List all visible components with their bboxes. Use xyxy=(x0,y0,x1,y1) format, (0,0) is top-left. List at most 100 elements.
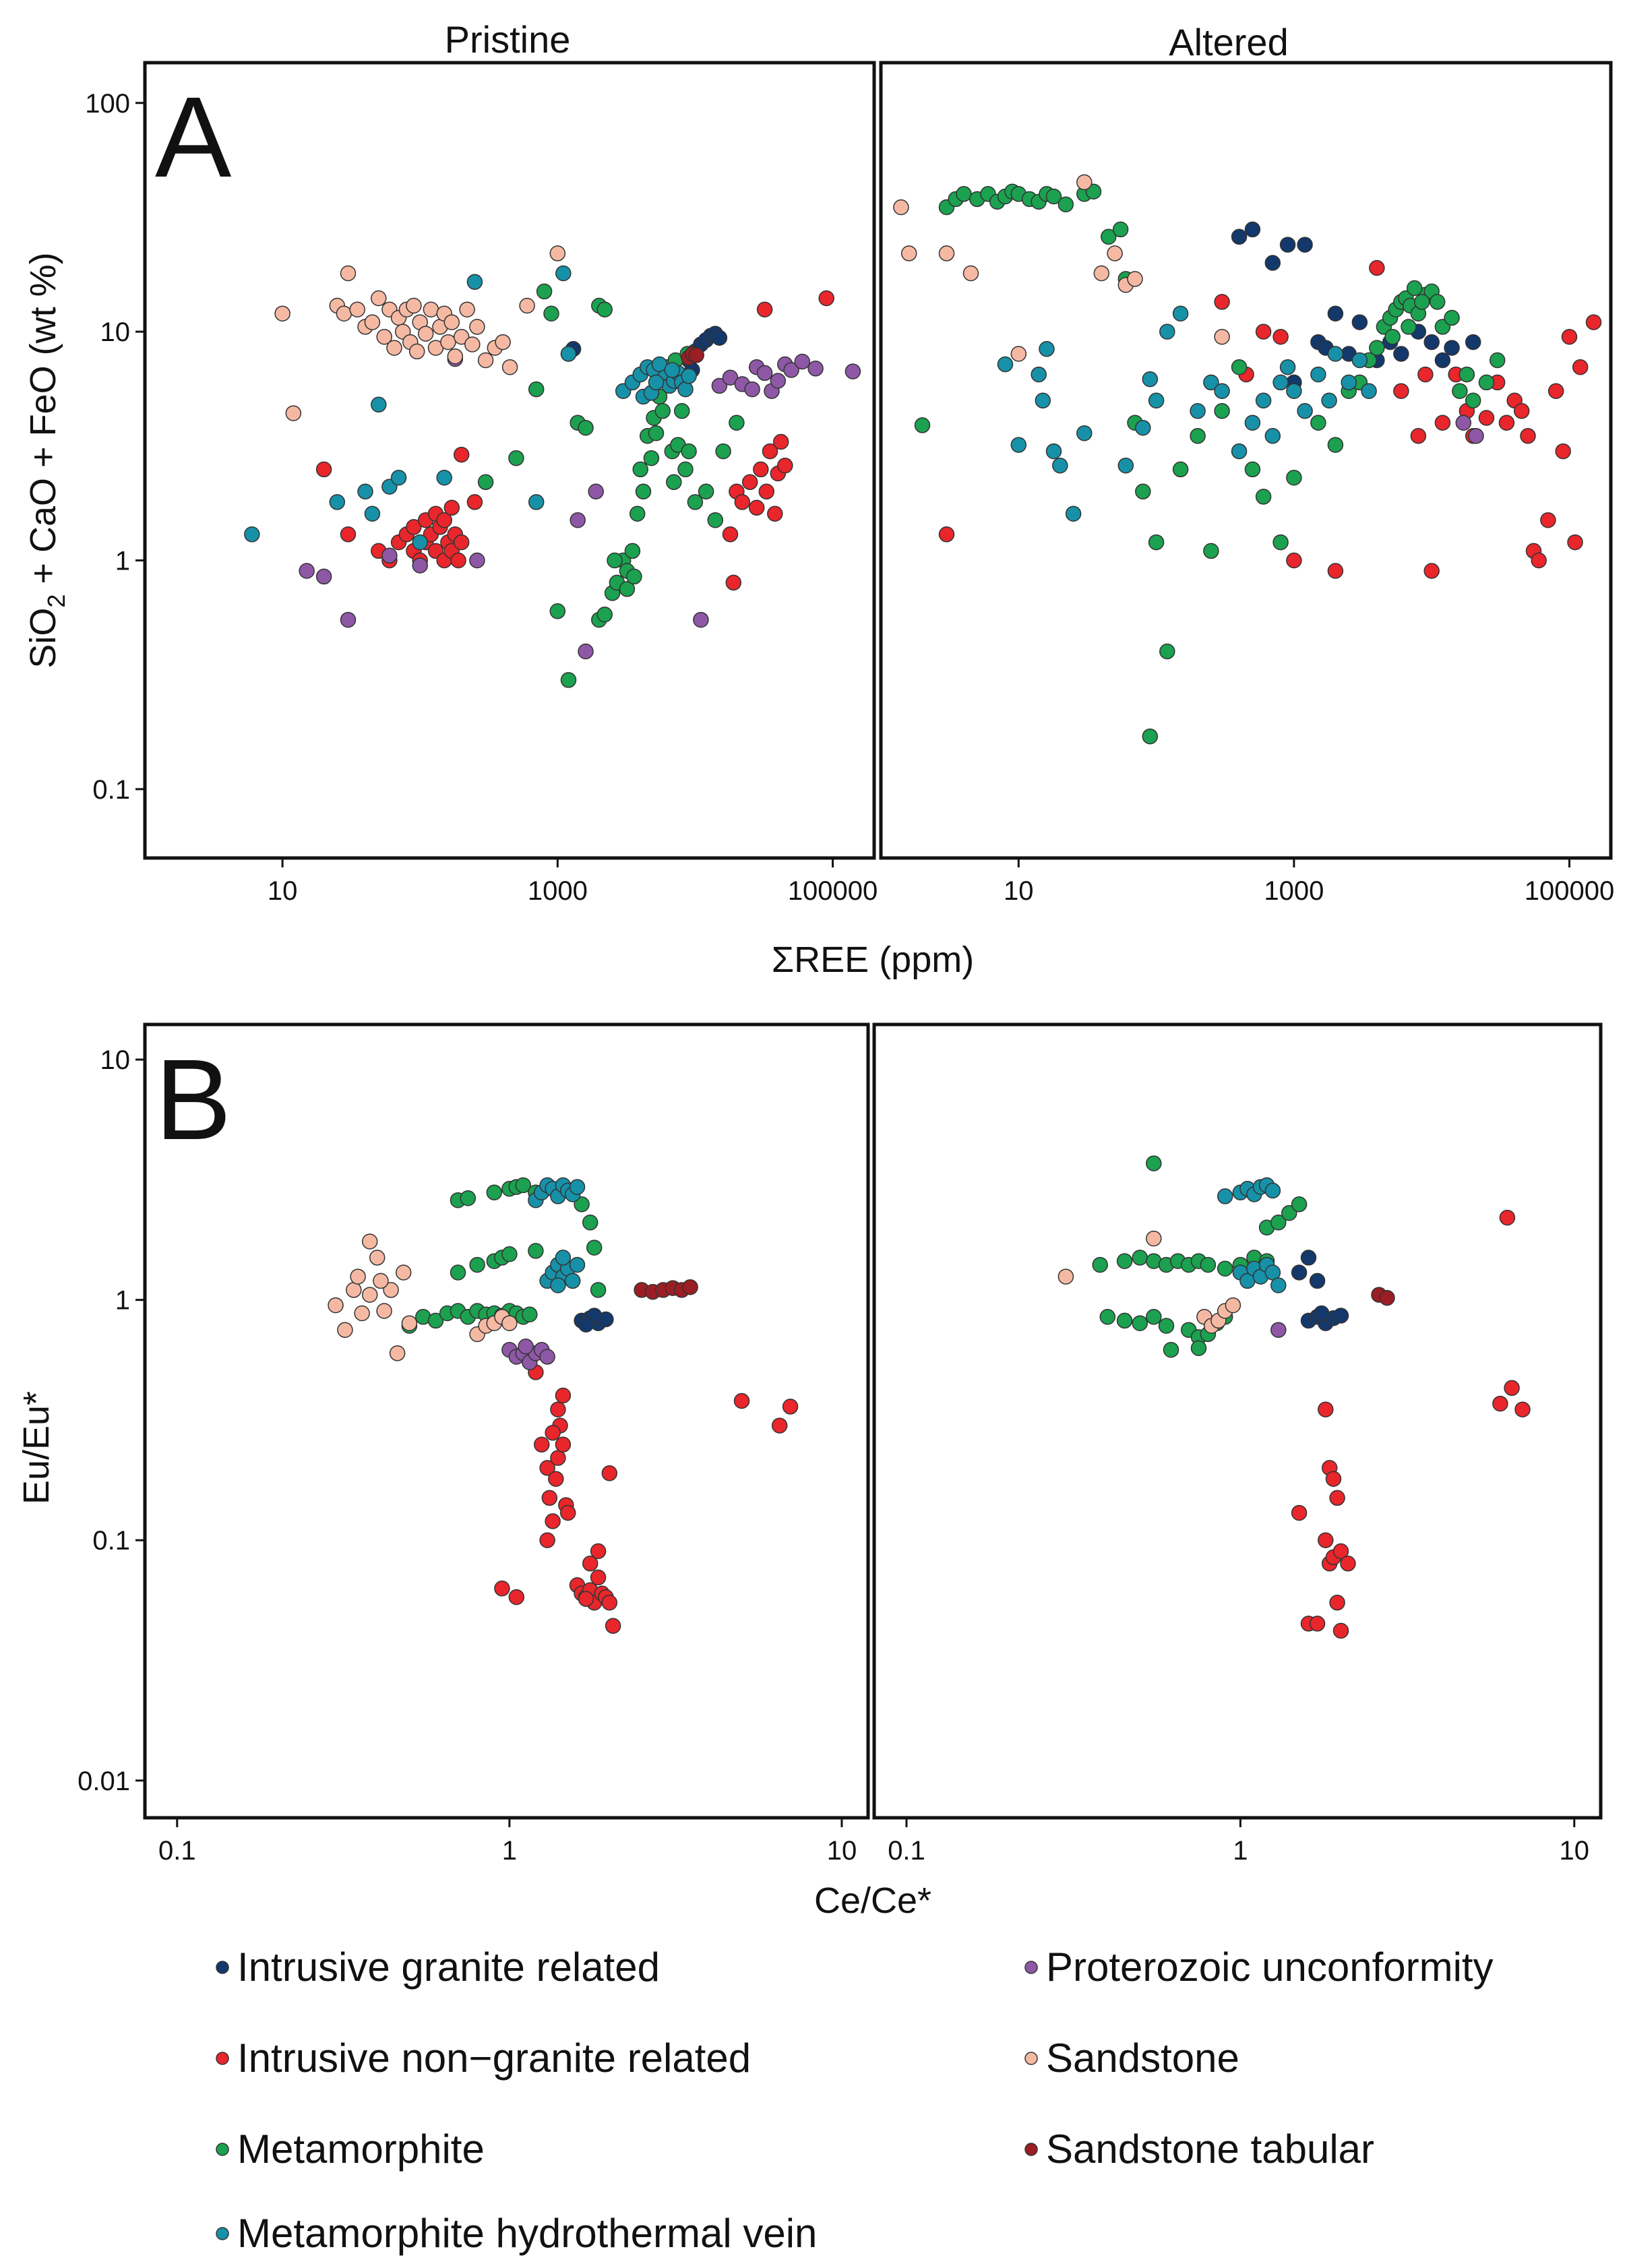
panel-a-s1-metamorphite-point-54 xyxy=(1478,374,1495,391)
panel-a-s0-sandstone-point-8 xyxy=(371,290,387,307)
legend-label-metamorphite: Metamorphite xyxy=(237,2126,485,2172)
panel-a-s0-sandstone-point-25 xyxy=(443,314,460,330)
panel-a-s0-intrusive-granite-related-point-8 xyxy=(711,330,728,346)
panel-b-s0-intrusive-non-granite-related-point-31 xyxy=(771,1417,788,1434)
panel-a-s0-sandstone-point-35 xyxy=(519,297,535,314)
panel-b-s1-metamorphite-hydrothermal-vein-point-6 xyxy=(1264,1182,1281,1199)
panel-a-s1-metamorphite-point-28 xyxy=(1214,403,1230,419)
panel-a-s0-intrusive-non-granite-related-point-31 xyxy=(753,461,769,478)
panel-b-s0-intrusive-non-granite-related-point-33 xyxy=(578,1591,594,1607)
panel-a-s0-metamorphite-hydrothermal-vein-point-8 xyxy=(436,469,452,486)
panel-a-s1-intrusive-non-granite-related-point-28 xyxy=(1567,534,1583,551)
panel-b-right-frame xyxy=(872,1022,1603,1820)
panel-b-s0-metamorphite-point-24 xyxy=(515,1177,532,1194)
panel-b-s0-metamorphite-hydrothermal-vein-point-14 xyxy=(564,1273,581,1289)
panel-b-s0-intrusive-non-granite-related-point-15 xyxy=(555,1436,572,1453)
panel-a-s0-proterozoic-unconformity-point-7 xyxy=(570,512,586,528)
panel-a-s1-sandstone-point-5 xyxy=(1076,174,1093,191)
panel-a-s0-sandstone-point-31 xyxy=(477,352,494,369)
panel-a-s0-metamorphite-point-43 xyxy=(607,552,623,569)
panel-a-s0-proterozoic-unconformity-point-15 xyxy=(756,365,773,381)
panel-a-s0-metamorphite-point-36 xyxy=(687,494,704,510)
panel-a-s1-metamorphite-hydrothermal-vein-point-2 xyxy=(1031,366,1047,383)
panel-b-left-plot xyxy=(328,1177,799,1634)
panel-a-s0-intrusive-non-granite-related-point-16 xyxy=(450,552,466,569)
panel-a-s0-intrusive-non-granite-related-point-24 xyxy=(466,494,483,510)
panel-b-y-axis-label: Eu/Eu* xyxy=(16,1391,57,1504)
panel-a-s0-metamorphite-point-20 xyxy=(635,483,652,500)
panel-a-y-axis-label: SiO2 + CaO + FeO (wt %) xyxy=(23,252,70,668)
panel-a-s0-metamorphite-point-1 xyxy=(508,450,524,466)
panel-a-s0-intrusive-non-granite-related-point-29 xyxy=(741,474,758,491)
panel-b-s0-intrusive-non-granite-related-point-0 xyxy=(494,1581,510,1597)
panel-b-y-tick-label-1: 0.1 xyxy=(92,1526,130,1556)
panel-a-s0-sandstone-point-11 xyxy=(386,340,402,356)
panel-a-s0-sandstone-point-3 xyxy=(336,305,352,321)
panel-b-s0-sandstone-point-11 xyxy=(401,1315,418,1331)
panel-b-y-tick-label-2: 1 xyxy=(115,1286,130,1316)
panel-b-s0-sandstone-point-1 xyxy=(337,1322,353,1338)
panel-a-s1-metamorphite-hydrothermal-vein-point-1 xyxy=(1010,437,1027,453)
panel-a-s1-metamorphite-hydrothermal-vein-point-9 xyxy=(1117,457,1134,474)
subplot-title-pristine: Pristine xyxy=(445,18,571,61)
panel-b-s1-intrusive-non-granite-related-point-17 xyxy=(1499,1209,1516,1226)
panel-a-s0-sandstone-point-4 xyxy=(340,265,357,282)
panel-a-s1-intrusive-granite-related-point-13 xyxy=(1393,346,1409,362)
panel-b-s0-intrusive-non-granite-related-point-26 xyxy=(582,1556,598,1572)
panel-a-s0-metamorphite-hydrothermal-vein-point-9 xyxy=(466,274,483,290)
panel-b-s1-metamorphite-point-0 xyxy=(1092,1256,1108,1273)
panel-a-s1-intrusive-non-granite-related-point-4 xyxy=(1272,328,1289,345)
panel-a-s0-sandstone-point-30 xyxy=(469,319,485,335)
panel-a-s0-proterozoic-unconformity-point-1 xyxy=(315,568,332,585)
panel-b-s0-metamorphite-point-17 xyxy=(501,1246,518,1262)
panel-a-s1-metamorphite-hydrothermal-vein-point-26 xyxy=(1310,366,1326,383)
panel-b-s1-metamorphite-point-1 xyxy=(1116,1253,1133,1269)
panel-a-s1-metamorphite-point-18 xyxy=(1112,221,1129,238)
panel-a-pristine-frame xyxy=(143,61,876,860)
panel-b-s0-intrusive-non-granite-related-point-22 xyxy=(590,1569,607,1586)
panel-a-s1-metamorphite-hydrothermal-vein-point-20 xyxy=(1255,392,1272,409)
panel-a-s0-metamorphite-point-24 xyxy=(648,425,665,441)
panel-b-s1-intrusive-non-granite-related-point-11 xyxy=(1340,1556,1356,1572)
panel-a-s1-metamorphite-point-52 xyxy=(1459,366,1475,383)
panel-b-s0-sandstone-point-7 xyxy=(376,1303,392,1319)
panel-a-s0-metamorphite-hydrothermal-vein-point-6 xyxy=(390,469,407,486)
panel-b-s0-metamorphite-point-13 xyxy=(450,1264,466,1281)
panel-a-s0-intrusive-non-granite-related-point-39 xyxy=(818,290,834,307)
panel-b-s0-x-tick-label-1: 1 xyxy=(502,1836,517,1866)
panel-a-s0-metamorphite-point-22 xyxy=(643,450,660,466)
panel-b-s1-metamorphite-point-26 xyxy=(1281,1204,1297,1221)
panel-a-s0-metamorphite-point-38 xyxy=(707,512,724,528)
panel-b-s0-intrusive-non-granite-related-point-6 xyxy=(545,1513,561,1529)
panel-b-s0-intrusive-granite-related-point-5 xyxy=(578,1316,594,1332)
panel-b-s0-metamorphite-point-14 xyxy=(469,1256,485,1273)
panel-a-s1-metamorphite-hydrothermal-vein-point-8 xyxy=(1076,425,1093,441)
panel-a-s0-intrusive-non-granite-related-point-21 xyxy=(436,512,452,528)
panel-b-s0-intrusive-non-granite-related-point-5 xyxy=(541,1490,558,1506)
panel-a-s1-metamorphite-hydrothermal-vein-point-3 xyxy=(1035,392,1051,409)
panel-a-s0-x-tick-label-0: 10 xyxy=(268,876,298,906)
panel-a-s0-metamorphite-point-10 xyxy=(596,301,613,317)
panel-a-s0-intrusive-non-granite-related-point-38 xyxy=(756,301,773,317)
panel-a-s1-metamorphite-point-60 xyxy=(1429,294,1446,310)
panel-a-s0-metamorphite-hydrothermal-vein-point-0 xyxy=(244,526,260,543)
panel-b-s1-intrusive-granite-related-point-8 xyxy=(1300,1250,1317,1266)
panel-b-s1-proterozoic-unconformity-point-0 xyxy=(1270,1322,1287,1338)
panel-b-s0-metamorphite-point-20 xyxy=(460,1190,477,1206)
panel-a-s1-metamorphite-hydrothermal-vein-point-4 xyxy=(1039,341,1055,357)
panel-a-s0-proterozoic-unconformity-point-9 xyxy=(588,483,604,500)
legend-label-metamorphite-hydrothermal-vein: Metamorphite hydrothermal vein xyxy=(237,2211,817,2256)
panel-a-y-tick-label-3: 100 xyxy=(85,89,130,119)
panel-b-s1-intrusive-granite-related-point-6 xyxy=(1309,1273,1326,1289)
panel-a-s0-metamorphite-point-5 xyxy=(549,603,566,619)
panel-a-s0-sandstone-point-1 xyxy=(285,405,302,421)
panel-a-s1-metamorphite-hydrothermal-vein-point-7 xyxy=(1065,505,1082,522)
panel-a-s1-sandstone-point-9 xyxy=(1127,271,1143,287)
panel-b-y-axis: 0.01 0.1 1 10 xyxy=(78,1045,145,1796)
panel-a-s1-sandstone-point-6 xyxy=(1093,265,1110,282)
panel-a-s1-metamorphite-hydrothermal-vein-point-24 xyxy=(1286,383,1302,399)
panel-a-s1-intrusive-granite-related-point-10 xyxy=(1351,314,1368,330)
panel-a-s1-metamorphite-hydrothermal-vein-point-27 xyxy=(1321,392,1337,409)
panel-a-s1-intrusive-granite-related-point-0 xyxy=(1231,228,1248,245)
